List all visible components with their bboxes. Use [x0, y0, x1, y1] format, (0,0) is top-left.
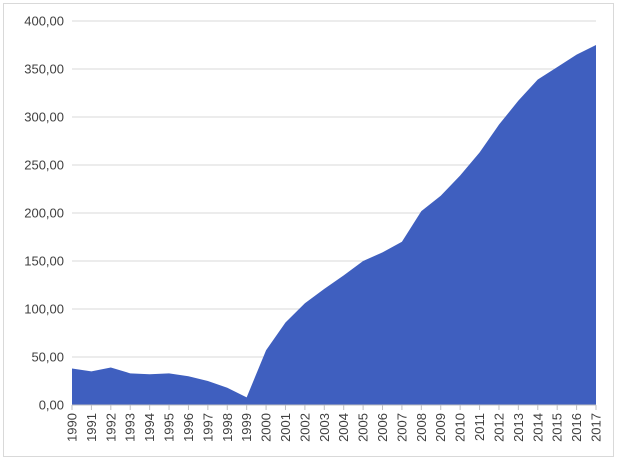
x-tick-label: 2015 [550, 413, 565, 442]
x-tick-label: 1993 [123, 413, 138, 442]
x-tick-label: 2013 [511, 413, 526, 442]
y-tick-label: 50,00 [31, 350, 64, 365]
y-tick-label: 400,00 [24, 14, 64, 29]
x-tick-label: 2007 [394, 413, 409, 442]
x-tick-label: 2012 [491, 413, 506, 442]
area-fill [72, 45, 596, 405]
x-tick-label: 1991 [84, 413, 99, 442]
x-tick-label: 1998 [220, 413, 235, 442]
x-tick-label: 2016 [569, 413, 584, 442]
x-tick-label: 1996 [181, 413, 196, 442]
x-tick-label: 2009 [433, 413, 448, 442]
x-tick-label: 1992 [103, 413, 118, 442]
x-tick-label: 2008 [414, 413, 429, 442]
x-tick-label: 1994 [142, 413, 157, 442]
x-tick-label: 2010 [453, 413, 468, 442]
x-tick-label: 2017 [589, 413, 604, 442]
area-series [72, 45, 596, 405]
x-tick-label: 2006 [375, 413, 390, 442]
y-tick-label: 150,00 [24, 254, 64, 269]
x-tick-label: 2002 [297, 413, 312, 442]
y-tick-label: 100,00 [24, 302, 64, 317]
x-tick-label: 2014 [530, 413, 545, 442]
x-tick-label: 1999 [239, 413, 254, 442]
y-axis: 0,00 50,00 100,00 150,00 200,00 250,00 300,00 3… [24, 14, 64, 413]
x-axis: 1990 1991 1992 1993 1994 1995 1996 1997 1998 1999… [65, 404, 604, 442]
x-tick-label: 2001 [278, 413, 293, 442]
y-tick-label: 350,00 [24, 62, 64, 77]
x-tick-label: 2000 [259, 413, 274, 442]
x-tick-label: 2003 [317, 413, 332, 442]
x-tick-label: 2011 [472, 413, 487, 441]
x-tick-label: 2005 [356, 413, 371, 442]
y-tick-label: 250,00 [24, 158, 64, 173]
x-tick-label: 1997 [200, 413, 215, 442]
x-tick-label: 1990 [65, 413, 80, 442]
y-tick-label: 200,00 [24, 206, 64, 221]
y-tick-label: 300,00 [24, 110, 64, 125]
x-tick-label: 1995 [162, 413, 177, 442]
x-tick-label: 2004 [336, 413, 351, 442]
y-tick-label: 0,00 [39, 398, 64, 413]
